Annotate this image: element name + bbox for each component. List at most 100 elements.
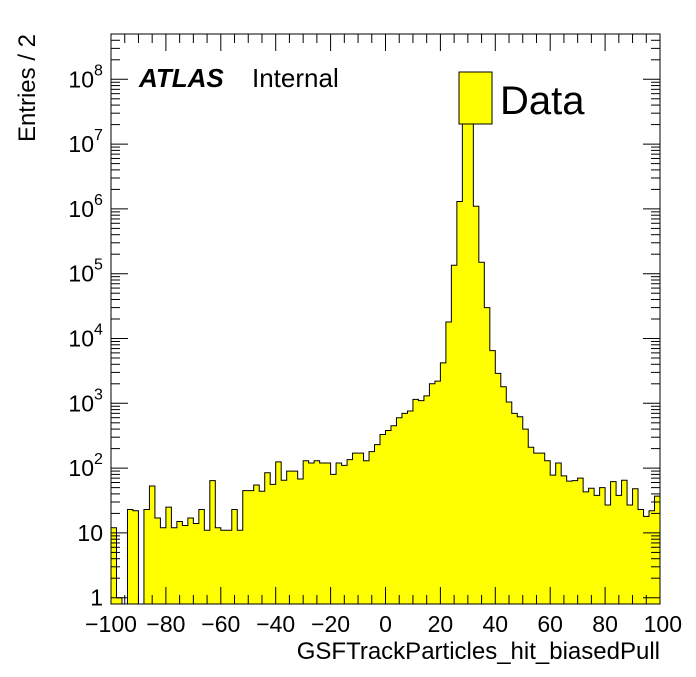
- histogram-bar: [253, 484, 260, 604]
- histogram-bar: [654, 496, 661, 604]
- histogram-bar: [143, 509, 150, 604]
- histogram-bar: [292, 471, 299, 604]
- x-tick-label: −80: [146, 611, 185, 637]
- x-tick-label: −100: [85, 611, 137, 637]
- histogram-bar: [220, 530, 227, 604]
- histogram-bar: [396, 417, 403, 604]
- y-tick-label: 1: [90, 585, 103, 611]
- histogram-bar: [500, 386, 507, 604]
- histogram-bar: [643, 516, 650, 604]
- histogram-bar: [506, 401, 513, 604]
- histogram-bar: [264, 472, 271, 604]
- x-tick-label: 0: [379, 611, 392, 637]
- histogram-bar: [270, 484, 277, 604]
- histogram-bar: [242, 490, 249, 604]
- histogram-bar: [627, 504, 633, 604]
- y-tick-exponent: 8: [94, 62, 103, 79]
- y-tick-exponent: 7: [94, 127, 103, 144]
- histogram-bar: [380, 434, 386, 604]
- histogram-bar: [336, 462, 342, 604]
- histogram-bar: [385, 430, 392, 604]
- histogram-bar: [237, 530, 244, 604]
- histogram-bar: [374, 444, 381, 604]
- experiment-label: ATLAS: [138, 63, 224, 93]
- histogram-bar: [451, 265, 458, 604]
- histogram-bar: [467, 107, 474, 604]
- histogram-bar: [533, 453, 540, 604]
- x-tick-label: 100: [644, 611, 682, 637]
- y-tick-label: 10: [68, 66, 94, 92]
- histogram-bar: [649, 510, 655, 604]
- x-tick-label: 80: [592, 611, 618, 637]
- x-tick-labels: −100 −80 −60 −40 −20 0 20 40 60 80 100: [85, 611, 682, 637]
- y-tick-label: 10: [68, 455, 94, 481]
- histogram-bar: [275, 461, 282, 604]
- y-tick-label: 10: [68, 326, 94, 352]
- histogram-bar: [341, 465, 348, 604]
- histogram-bar: [456, 201, 463, 604]
- histogram-bar: [165, 507, 172, 604]
- x-axis-label: GSFTrackParticles_hit_biasedPull: [297, 638, 660, 665]
- histogram-bar: [583, 491, 590, 604]
- histogram-bar: [390, 425, 397, 604]
- histogram-bar: [621, 480, 628, 604]
- histogram-bar: [522, 429, 529, 604]
- histogram-bar: [528, 447, 535, 604]
- histogram-bar: [154, 517, 161, 604]
- histogram-bar: [495, 373, 502, 604]
- histogram-bar: [259, 491, 266, 604]
- histogram-bar: [160, 527, 167, 604]
- x-tick-label: 60: [537, 611, 563, 637]
- histogram-bar: [550, 475, 557, 604]
- x-tick-label: −20: [311, 611, 350, 637]
- histogram-bar: [434, 381, 441, 604]
- histogram-bar: [303, 460, 310, 604]
- y-tick-label: 10: [68, 390, 94, 416]
- x-tick-label: 20: [428, 611, 454, 637]
- histogram-bar: [187, 517, 194, 604]
- histogram-bar: [352, 453, 359, 604]
- legend-entry-data: Data: [500, 79, 585, 123]
- x-tick-label: −60: [201, 611, 240, 637]
- histogram-bar: [308, 462, 315, 604]
- x-tick-label: −40: [256, 611, 295, 637]
- histogram-bar: [330, 474, 337, 604]
- ticks-layer: [110, 33, 661, 604]
- histogram-bar: [407, 411, 414, 604]
- legend: Data: [458, 71, 585, 125]
- histogram-bar: [599, 487, 606, 604]
- histogram-bar: [429, 383, 436, 604]
- histogram-bar: [209, 480, 216, 604]
- histogram-bar: [193, 523, 200, 604]
- status-label: Internal: [252, 63, 339, 93]
- histogram-bar: [445, 321, 452, 604]
- histogram-bar: [297, 478, 304, 604]
- y-tick-label: 10: [77, 520, 103, 546]
- histogram-bar: [572, 480, 579, 604]
- histogram-outline: [111, 106, 660, 605]
- histogram-bar: [347, 459, 353, 604]
- histogram-bar: [638, 509, 644, 604]
- histogram-bar: [418, 400, 425, 604]
- y-tick-label: 10: [68, 131, 94, 157]
- histogram-bar: [204, 530, 211, 604]
- x-tick-label: 40: [483, 611, 509, 637]
- histogram-bar: [369, 451, 375, 604]
- histogram-bar: [555, 462, 562, 604]
- histogram-bar: [632, 488, 639, 604]
- histogram-bar: [511, 413, 518, 604]
- y-axis-label: Entries / 2: [14, 34, 41, 142]
- histogram-bar: [616, 495, 622, 604]
- y-tick-label: 10: [68, 196, 94, 222]
- histogram-bar: [171, 527, 178, 604]
- histogram-bar: [215, 527, 222, 604]
- histogram-bar: [478, 262, 485, 604]
- histogram-bar: [176, 521, 183, 604]
- y-tick-exponent: 3: [94, 386, 103, 403]
- histogram-bar: [412, 399, 419, 604]
- histogram-bar: [401, 413, 408, 604]
- histogram-bar: [281, 480, 288, 604]
